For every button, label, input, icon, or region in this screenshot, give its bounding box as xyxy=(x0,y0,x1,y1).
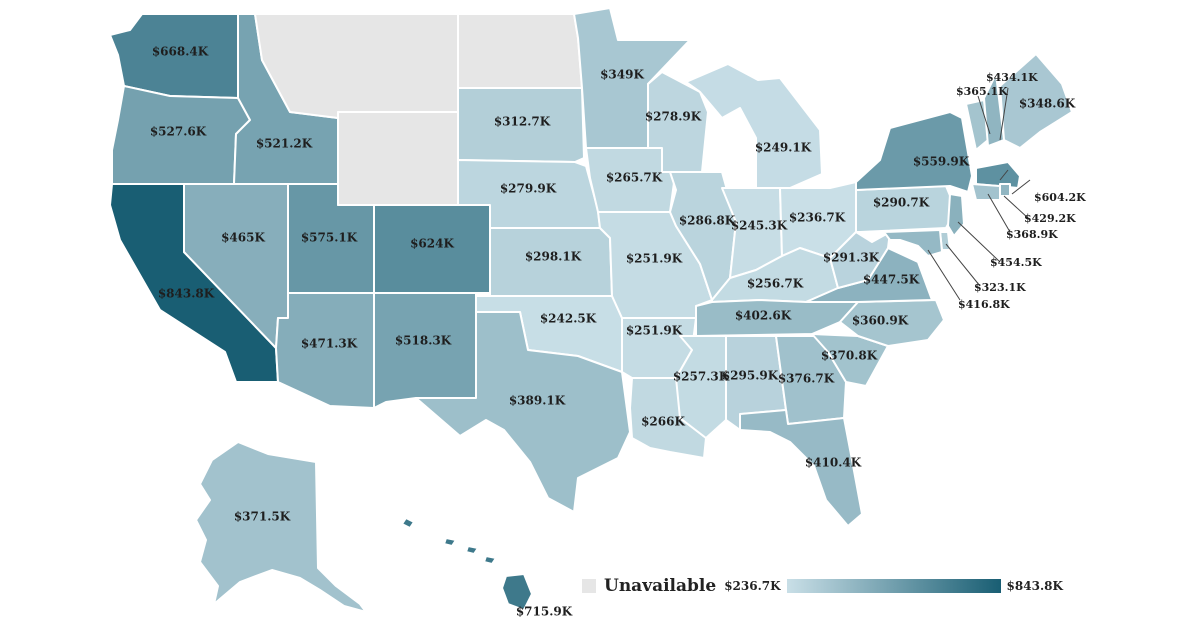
state-MT[interactable] xyxy=(254,13,459,119)
label-MS: $257.3K xyxy=(673,370,730,384)
label-UT: $575.1K xyxy=(301,231,358,245)
label-ME: $348.6K xyxy=(1019,97,1076,111)
label-OH: $236.7K xyxy=(789,211,846,225)
label-MD: $416.8K xyxy=(958,298,1010,311)
label-PA: $290.7K xyxy=(873,196,930,210)
label-SD: $312.7K xyxy=(494,115,551,129)
label-TX: $389.1K xyxy=(509,394,566,408)
label-SC: $370.8K xyxy=(821,349,878,363)
label-NH: $434.1K xyxy=(986,71,1038,84)
state-WY[interactable] xyxy=(337,111,459,206)
legend-min-label: $236.7K xyxy=(724,579,781,593)
state-RI[interactable] xyxy=(999,183,1011,197)
label-NM: $518.3K xyxy=(395,334,452,348)
state-CT[interactable] xyxy=(971,183,1001,201)
label-CO: $624K xyxy=(410,237,454,251)
label-LA: $266K xyxy=(641,415,685,429)
label-AR: $251.9K xyxy=(626,324,683,338)
label-KS: $298.1K xyxy=(525,250,582,264)
state-MD[interactable] xyxy=(883,229,943,257)
label-TN: $402.6K xyxy=(735,309,792,323)
unavailable-swatch xyxy=(582,579,596,593)
label-VT: $365.1K xyxy=(956,85,1008,98)
label-WA: $668.4K xyxy=(152,45,209,59)
map-legend: Unavailable $236.7K $843.8K xyxy=(582,572,1063,600)
state-NJ[interactable] xyxy=(947,193,965,237)
label-NJ: $454.5K xyxy=(990,256,1042,269)
label-RI: $429.2K xyxy=(1024,212,1076,225)
label-IL: $286.8K xyxy=(679,214,736,228)
label-NE: $279.9K xyxy=(500,182,557,196)
label-DE: $323.1K xyxy=(974,281,1026,294)
label-MA: $604.2K xyxy=(1034,191,1086,204)
state-AK[interactable] xyxy=(195,441,367,613)
label-IN: $245.3K xyxy=(731,219,788,233)
label-KY: $256.7K xyxy=(747,277,804,291)
state-TX[interactable] xyxy=(415,311,631,513)
label-AL: $295.9K xyxy=(722,369,779,383)
label-NC: $360.9K xyxy=(852,314,909,328)
label-WV: $291.3K xyxy=(823,251,880,265)
state-FL[interactable] xyxy=(739,409,863,527)
label-OK: $242.5K xyxy=(540,312,597,326)
state-NY[interactable] xyxy=(855,111,973,193)
label-HI: $715.9K xyxy=(516,605,573,619)
label-MO: $251.9K xyxy=(626,252,683,266)
label-WI: $278.9K xyxy=(645,110,702,124)
label-CT: $368.9K xyxy=(1006,228,1058,241)
legend-max-label: $843.8K xyxy=(1006,579,1063,593)
label-MN: $349K xyxy=(600,68,644,82)
unavailable-label: Unavailable xyxy=(604,576,717,596)
label-NV: $465K xyxy=(221,231,265,245)
label-leader-lines xyxy=(927,87,1031,301)
state-AZ[interactable] xyxy=(275,292,375,409)
label-AZ: $471.3K xyxy=(301,337,358,351)
label-IA: $265.7K xyxy=(606,171,663,185)
state-ME[interactable] xyxy=(999,53,1073,149)
state-SD[interactable] xyxy=(457,87,585,163)
label-CA: $843.8K xyxy=(158,287,215,301)
state-HI[interactable] xyxy=(401,517,533,611)
label-OR: $527.6K xyxy=(150,125,207,139)
state-ND[interactable] xyxy=(457,13,583,89)
label-NY: $559.9K xyxy=(913,155,970,169)
legend-gradient-bar xyxy=(786,579,1001,593)
label-ID: $521.2K xyxy=(256,137,313,151)
label-MI: $249.1K xyxy=(755,141,812,155)
state-NM[interactable] xyxy=(373,292,477,409)
label-AK: $371.5K xyxy=(234,510,291,524)
label-GA: $376.7K xyxy=(778,372,835,386)
label-VA: $447.5K xyxy=(863,273,920,287)
state-MA[interactable] xyxy=(975,161,1021,189)
label-FL: $410.4K xyxy=(805,456,862,470)
